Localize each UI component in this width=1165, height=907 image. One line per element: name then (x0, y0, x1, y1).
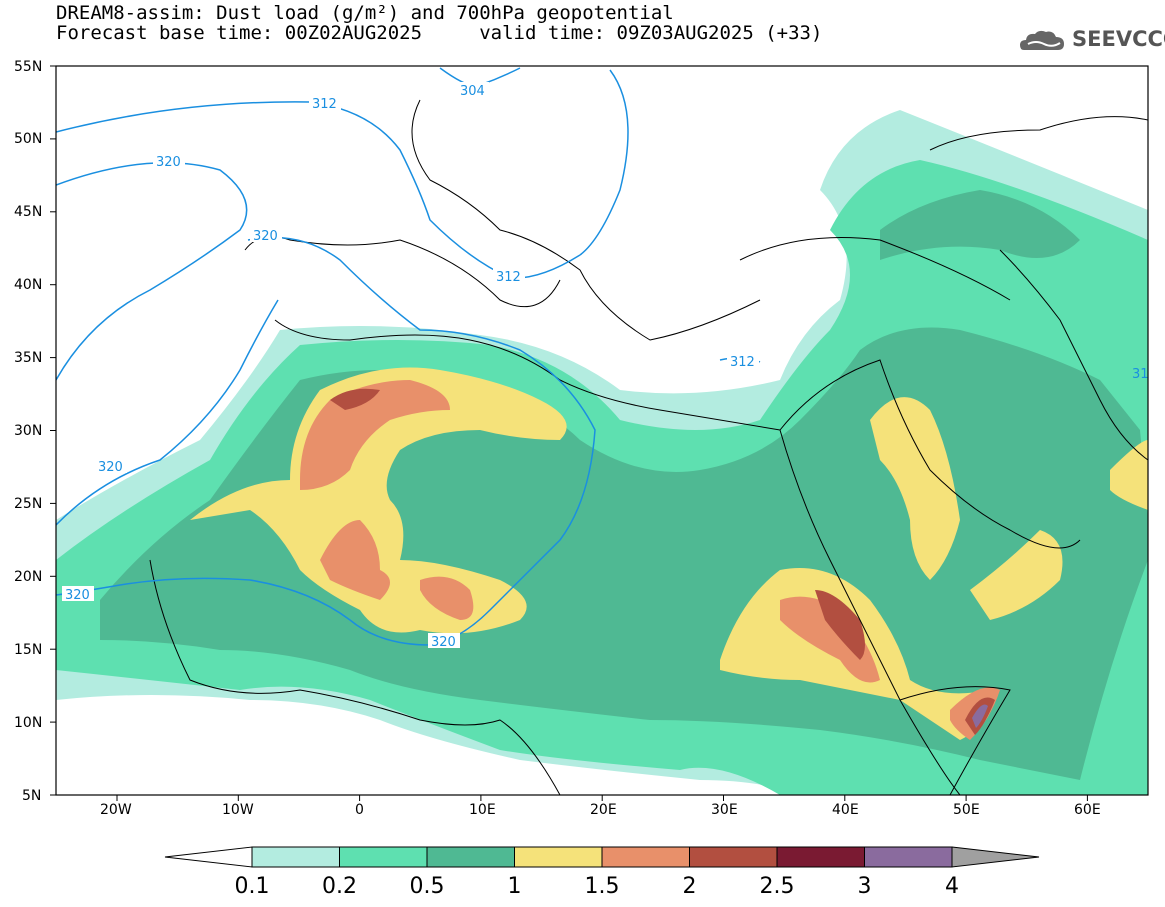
colorbar: 0.1 0.2 0.5 1 1.5 2 2.5 3 4 (164, 846, 1040, 899)
lon-label: 30E (711, 802, 738, 818)
colorbar-segment (864, 846, 953, 868)
dust-band-2-eritrea (815, 590, 865, 660)
dust-band-1.5-sudan (780, 596, 880, 683)
dust-band-0.5-north (880, 190, 1080, 260)
colorbar-segment (776, 846, 865, 868)
colorbar-label: 0.2 (322, 874, 357, 899)
dust-band-1.5-mali (320, 520, 390, 600)
colorbar-segment (339, 846, 428, 868)
longitude-ticks: 20W 10W 0 10E 20E 30E 40E 50E 60E (100, 795, 1101, 818)
contour-label: 320 (431, 635, 456, 650)
colorbar-segment (601, 846, 690, 868)
cloud-logo-icon (1020, 30, 1064, 50)
contour-label: 312 (496, 270, 521, 285)
contour-label: 320 (253, 229, 278, 244)
dust-band-2 (330, 388, 380, 410)
colorbar-label: 0.1 (235, 874, 270, 899)
colorbar-segment (426, 846, 515, 868)
dust-band-1-arabia (870, 397, 960, 580)
dust-band-1-oman (970, 530, 1063, 620)
colorbar-label: 4 (945, 874, 959, 899)
contour-312-italy (579, 69, 629, 256)
contour-312-west (56, 101, 581, 279)
lon-label: 50E (953, 802, 980, 818)
coastlines (149, 99, 1148, 795)
latitude-ticks: 55N 50N 45N 40N 35N 30N 25N 20N 15N 10N … (14, 59, 56, 804)
lat-label: 50N (14, 131, 42, 147)
contour-labels: 312 304 320 320 312 312 320 320 320 31 (62, 82, 1149, 650)
lat-label: 10N (14, 715, 42, 731)
colorbar-label: 2.5 (760, 874, 795, 899)
colorbar-label: 2 (683, 874, 697, 899)
dust-band-1 (190, 367, 567, 634)
contour-label: 312 (730, 355, 755, 370)
colorbar-over-triangle (951, 846, 1040, 868)
colorbar-label: 3 (858, 874, 872, 899)
lat-label: 15N (14, 642, 42, 658)
contour-320-iberia (56, 236, 596, 646)
contour-label: 312 (312, 97, 337, 112)
map-title-line2: Forecast base time: 00Z02AUG2025 valid t… (56, 22, 823, 44)
lat-label: 40N (14, 277, 42, 293)
logo-text: SEEVCCC (1072, 27, 1165, 51)
contour-label: 320 (98, 460, 123, 475)
lon-label: 0 (355, 802, 364, 818)
colorbar-label: 1.5 (585, 874, 620, 899)
lat-label: 45N (14, 204, 42, 220)
dust-band-1.5 (300, 380, 450, 490)
dust-load-field (56, 110, 1148, 795)
dust-band-1.5-niger (420, 576, 474, 620)
colorbar-segment (251, 846, 340, 868)
colorbar-label: 0.5 (410, 874, 445, 899)
lat-label: 25N (14, 496, 42, 512)
contour-320-west (56, 161, 248, 381)
lon-label: 60E (1074, 802, 1101, 818)
contour-label: 31 (1132, 367, 1149, 382)
dust-band-3 (972, 704, 988, 728)
contour-label: 304 (460, 84, 485, 99)
lon-label: 10E (469, 802, 496, 818)
colorbar-label: 1 (508, 874, 522, 899)
lat-label: 55N (14, 59, 42, 75)
lon-label: 10W (222, 802, 254, 818)
contour-label: 320 (65, 588, 90, 603)
lat-label: 30N (14, 423, 42, 439)
lat-label: 35N (14, 350, 42, 366)
lat-label: 20N (14, 569, 42, 585)
colorbar-segment (689, 846, 778, 868)
dust-band-1-iran (1110, 440, 1148, 510)
lon-label: 20W (100, 802, 132, 818)
lon-label: 20E (590, 802, 617, 818)
lat-label: 5N (22, 788, 41, 804)
contour-320-south (56, 299, 279, 526)
lon-label: 40E (832, 802, 859, 818)
colorbar-segment (514, 846, 603, 868)
colorbar-under-triangle (164, 846, 253, 868)
map-title-line1: DREAM8-assim: Dust load (g/m²) and 700hP… (56, 2, 674, 24)
contour-label: 320 (156, 155, 181, 170)
